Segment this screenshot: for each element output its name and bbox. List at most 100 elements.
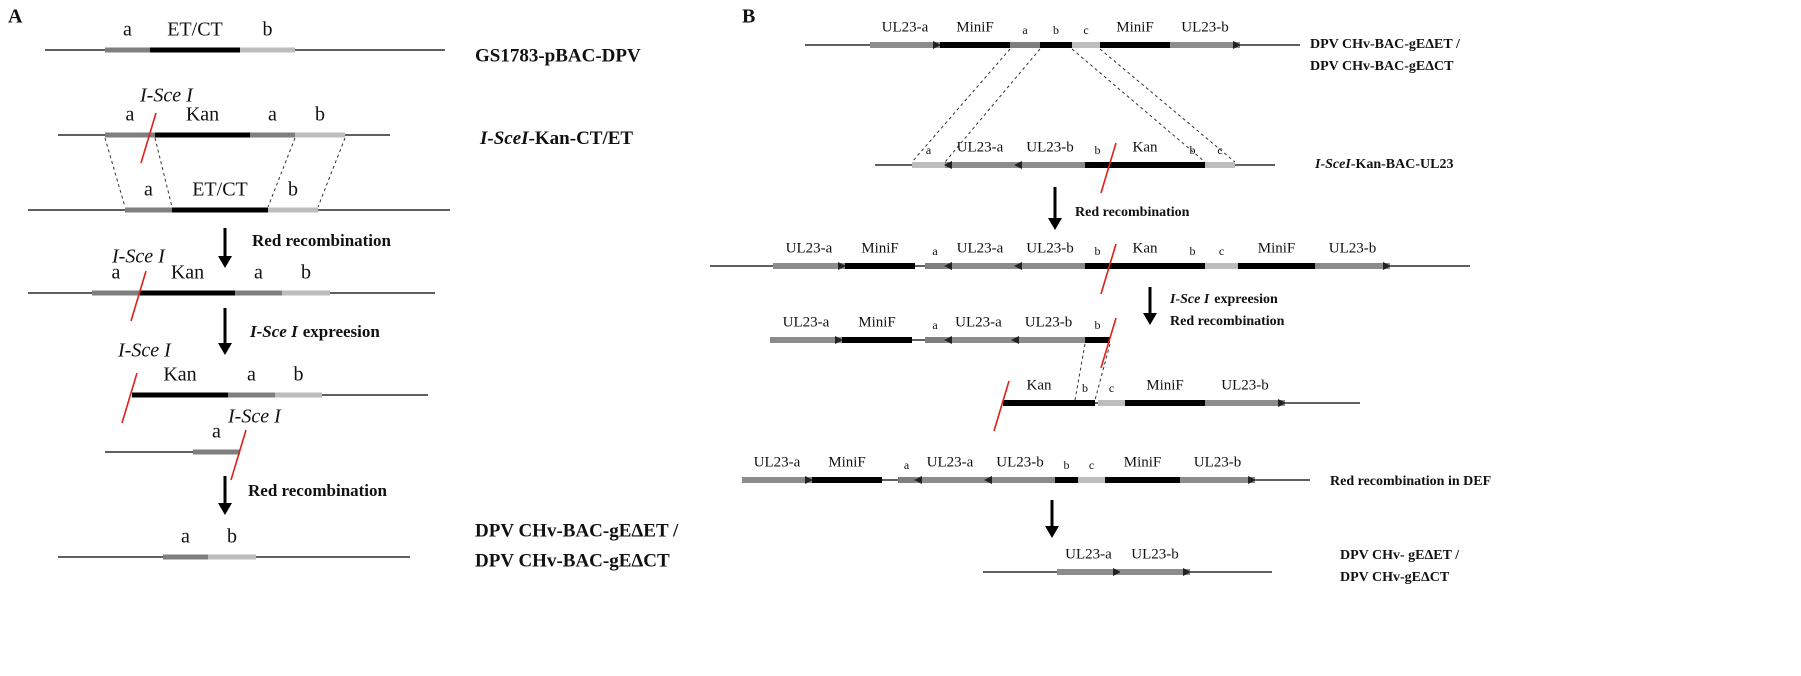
- segment-label: UL23-b: [1025, 314, 1073, 330]
- segment: [1180, 162, 1205, 168]
- step-arrowhead: [1048, 218, 1062, 230]
- segment: [1040, 42, 1072, 48]
- segment-label: a: [254, 262, 263, 284]
- arrowhead: [1011, 336, 1019, 344]
- step-label: Red recombination: [1075, 205, 1190, 220]
- segment-label: a: [904, 458, 910, 472]
- arrowhead: [944, 161, 952, 169]
- panel-label: B: [742, 6, 755, 28]
- segment: [870, 42, 940, 48]
- segment: [898, 477, 915, 483]
- segment-label: Kan: [1133, 139, 1158, 155]
- step-label-italic: I-Sce I: [249, 322, 299, 341]
- segment-label: b: [301, 262, 311, 284]
- segment: [1015, 263, 1085, 269]
- segment-label: UL23-b: [996, 454, 1044, 470]
- segment: [1205, 263, 1238, 269]
- segment: [845, 263, 915, 269]
- arrowhead: [1233, 41, 1241, 49]
- segment-label: b: [1095, 244, 1101, 258]
- segment: [945, 337, 1012, 343]
- segment: [92, 290, 140, 296]
- segment: [1205, 162, 1235, 168]
- segment: [1010, 42, 1040, 48]
- segment: [925, 263, 945, 269]
- step-arrowhead: [218, 343, 232, 355]
- arrowhead: [1113, 568, 1121, 576]
- segment: [163, 554, 208, 560]
- segment-label: ET/CT: [192, 179, 248, 201]
- segment-label: MiniF: [1124, 454, 1162, 470]
- segment-label: MiniF: [861, 240, 899, 256]
- segment: [1105, 477, 1180, 483]
- segment: [275, 392, 322, 398]
- segment-label: MiniF: [956, 19, 994, 35]
- segment-label: ET/CT: [167, 19, 223, 41]
- segment: [140, 290, 235, 296]
- segment-label: Kan: [171, 262, 204, 284]
- segment-label: b: [1064, 458, 1070, 472]
- segment: [1315, 263, 1390, 269]
- segment: [1170, 42, 1240, 48]
- segment: [1110, 162, 1180, 168]
- arrowhead: [984, 476, 992, 484]
- arrowhead: [1183, 568, 1191, 576]
- segment-label: MiniF: [1116, 19, 1154, 35]
- segment: [240, 47, 295, 53]
- segment-label: b: [1095, 143, 1101, 157]
- segment: [1238, 263, 1315, 269]
- segment-label: a: [126, 104, 135, 126]
- cut-site: [993, 380, 1010, 432]
- cut-site: [1100, 317, 1117, 369]
- segment-label: b: [227, 526, 237, 548]
- construct-name: I-SceI-Kan-CT/ET: [479, 128, 633, 149]
- segment-label: UL23-a: [882, 19, 929, 35]
- segment: [193, 449, 240, 455]
- segment-label: Kan: [163, 364, 196, 386]
- step-arrowhead: [218, 503, 232, 515]
- arrowhead: [1248, 476, 1256, 484]
- segment: [208, 554, 256, 560]
- segment-label: a: [268, 104, 277, 126]
- segment-label: a: [926, 143, 932, 157]
- cut-site: [121, 372, 138, 424]
- segment: [1078, 477, 1105, 483]
- segment: [842, 337, 912, 343]
- cut-site: [230, 429, 247, 481]
- arrowhead: [914, 476, 922, 484]
- arrowhead: [1383, 262, 1391, 270]
- segment-label: c: [1109, 381, 1114, 395]
- segment: [1110, 263, 1180, 269]
- construct-name: DPV CHv-gEΔCT: [1340, 570, 1450, 585]
- segment-label: b: [1190, 143, 1196, 157]
- segment-label: a: [932, 318, 938, 332]
- step-label: Red recombination: [1170, 314, 1285, 329]
- segment: [1100, 42, 1170, 48]
- segment-label: UL23-b: [1329, 240, 1377, 256]
- site-label: I-Sce I: [111, 246, 166, 268]
- step-arrowhead: [1045, 526, 1059, 538]
- construct-name: GS1783-pBAC-DPV: [475, 45, 641, 66]
- segment-label: MiniF: [858, 314, 896, 330]
- segment: [1012, 337, 1085, 343]
- segment-label: b: [315, 104, 325, 126]
- construct-name: DPV CHv-BAC-gEΔCT: [475, 550, 670, 571]
- site-label: I-Sce I: [227, 406, 282, 428]
- segment-label: UL23-a: [927, 454, 974, 470]
- segment-label: a: [112, 262, 121, 284]
- segment: [250, 132, 295, 138]
- segment: [1075, 400, 1095, 406]
- construct-name: DPV CHv-BAC-gEΔET /: [475, 520, 679, 541]
- cut-site: [1100, 142, 1117, 194]
- segment-label: a: [181, 526, 190, 548]
- segment-label: UL23-b: [1221, 377, 1269, 393]
- segment: [1180, 263, 1205, 269]
- construct-name-text: -Kan-BAC-UL23: [1351, 157, 1454, 172]
- segment: [742, 477, 812, 483]
- site-label: I-Sce I: [117, 340, 172, 362]
- segment-label: Kan: [186, 104, 219, 126]
- segment: [925, 337, 945, 343]
- segment-label: UL23-a: [783, 314, 830, 330]
- segment-label: UL23-a: [1065, 546, 1112, 562]
